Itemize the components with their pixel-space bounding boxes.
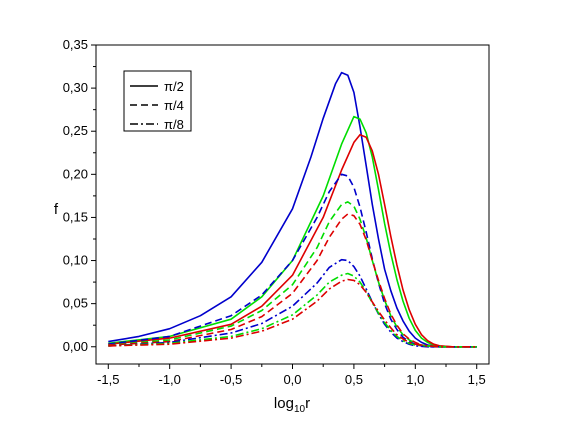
x-axis-title: log10r: [274, 395, 310, 415]
series-blue-pi-2: [108, 71, 477, 348]
y-tick-label: 0,25: [63, 123, 88, 138]
y-tick-label: 0,15: [63, 209, 88, 224]
y-tick-label: 0,10: [63, 253, 88, 268]
legend-box: [123, 70, 192, 132]
legend-label: π/4: [164, 98, 184, 113]
series-red-pi-2: [108, 133, 477, 348]
legend: π/2 π/4 π/8: [123, 70, 192, 132]
y-tick-label: 0,00: [63, 339, 88, 354]
x-tick-label: 0,0: [283, 372, 301, 387]
y-tick-label: 0,35: [63, 37, 88, 52]
y-axis-title: f: [54, 201, 59, 218]
curves-layer: [108, 71, 477, 348]
series-green-pi-8: [108, 272, 477, 348]
y-tick-label: 0,05: [63, 296, 88, 311]
x-tick-label: -1,5: [97, 372, 119, 387]
x-tick-label: 1,5: [468, 372, 486, 387]
series-green-pi-2: [108, 115, 477, 348]
legend-label: π/8: [164, 117, 184, 132]
x-tick-label: 0,5: [345, 372, 363, 387]
x-tick-label: 1,0: [406, 372, 424, 387]
y-tick-label: 0,20: [63, 166, 88, 181]
x-tick-label: -1,0: [158, 372, 180, 387]
series-red-pi-8: [108, 278, 477, 348]
ticks-layer: -1,5 -1,0 -0,5 0,0 0,5 1,0 1,5 0,00 0,05 0,10 0,15…: [63, 37, 486, 387]
series-red-pi-4: [108, 213, 477, 348]
x-tick-label: -0,5: [220, 372, 242, 387]
x-axis-title-tail: r: [305, 395, 310, 412]
series-blue-pi-4: [108, 173, 477, 348]
x-axis-title-main: log: [274, 395, 294, 412]
y-tick-label: 0,30: [63, 80, 88, 95]
legend-label: π/2: [164, 79, 184, 94]
series-blue-pi-8: [108, 258, 477, 348]
x-axis-title-subscript: 10: [294, 404, 306, 415]
